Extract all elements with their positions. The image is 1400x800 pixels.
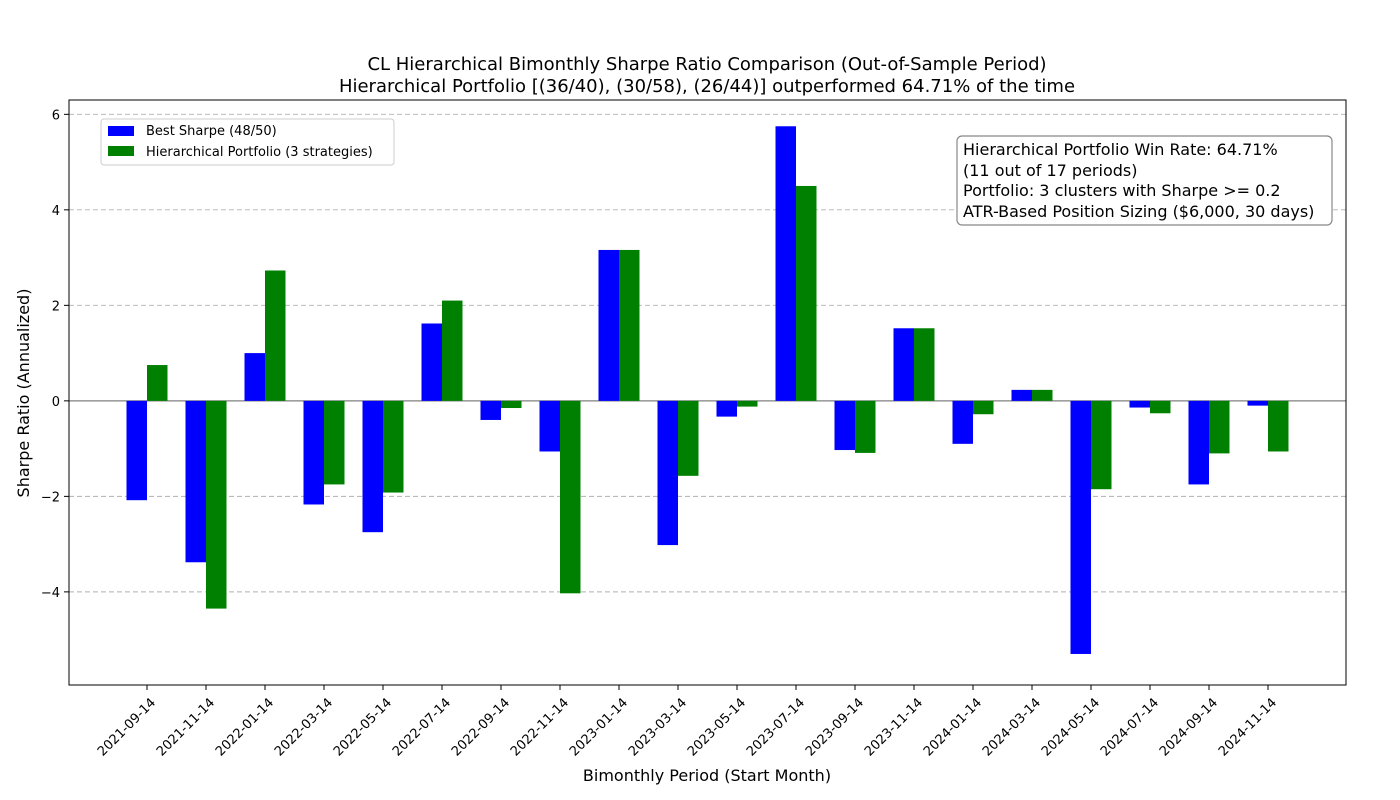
x-tick-label: 2024-11-14 [1216,695,1280,759]
bar-hierarchical-portfolio [1209,400,1230,454]
y-axis-label: Sharpe Ratio (Annualized) [14,289,33,498]
bar-best-sharpe [1247,400,1268,406]
annotation-line-win-rate: Hierarchical Portfolio Win Rate: 64.71% [963,140,1278,159]
annotation-frame [956,135,1333,226]
bar-hierarchical-portfolio [1150,400,1171,414]
bar-best-sharpe [1011,389,1032,401]
y-tick-label: 4 [52,204,60,219]
x-tick-label: 2023-01-14 [567,695,631,759]
x-tick-label: 2024-09-14 [1157,695,1221,759]
x-axis-label: Bimonthly Period (Start Month) [583,766,831,785]
bar-best-sharpe [421,323,442,401]
legend-box [100,118,395,166]
x-tick-label: 2023-09-14 [803,695,867,759]
y-tick-label: 0 [52,395,60,410]
annotation-line-position-sizing: ATR-Based Position Sizing ($6,000, 30 da… [963,202,1314,221]
bar-best-sharpe [952,400,973,444]
x-tick-label: 2022-03-14 [272,695,336,759]
bar-hierarchical-portfolio [855,400,876,453]
bar-best-sharpe [775,126,796,401]
y-tick-label: 6 [52,108,60,123]
bar-hierarchical-portfolio [501,400,522,409]
legend-label-best-sharpe: Best Sharpe (48/50) [146,124,277,139]
bar-hierarchical-portfolio [206,400,227,609]
chart-title: CL Hierarchical Bimonthly Sharpe Ratio C… [367,54,1046,75]
bar-best-sharpe [893,328,914,401]
bar-best-sharpe [244,353,265,401]
y-tick-label: 2 [52,299,60,314]
legend: Best Sharpe (48/50) Hierarchical Portfol… [100,118,395,166]
bar-hierarchical-portfolio [442,300,463,401]
y-axis-ticks: −4 −2 0 2 4 6 [41,108,69,601]
x-tick-label: 2023-11-14 [862,695,926,759]
bar-hierarchical-portfolio [265,270,286,401]
bar-hierarchical-portfolio [560,400,581,594]
x-tick-label: 2021-11-14 [154,695,218,759]
x-tick-label: 2022-01-14 [213,695,277,759]
bar-best-sharpe [657,400,678,546]
x-tick-label: 2022-11-14 [508,695,572,759]
x-tick-label: 2023-07-14 [744,695,808,759]
x-tick-label: 2024-03-14 [980,695,1044,759]
bar-best-sharpe [185,400,206,563]
bar-hierarchical-portfolio [147,365,168,401]
x-tick-label: 2023-05-14 [685,695,749,759]
bar-hierarchical-portfolio [1091,400,1112,490]
x-tick-label: 2022-05-14 [331,695,395,759]
bar-best-sharpe [1129,400,1150,408]
bars [126,126,1289,654]
x-tick-label: 2024-05-14 [1039,695,1103,759]
chart-subtitle: Hierarchical Portfolio [(36/40), (30/58)… [339,76,1075,97]
x-axis-ticks: 2021-09-142021-11-142022-01-142022-03-14… [95,685,1280,759]
y-tick-label: −2 [41,490,60,505]
bar-hierarchical-portfolio [383,400,404,493]
x-tick-label: 2022-07-14 [390,695,454,759]
bar-hierarchical-portfolio [796,185,817,401]
bar-best-sharpe [362,400,383,533]
annotation-box: Hierarchical Portfolio Win Rate: 64.71% … [956,135,1333,226]
bar-best-sharpe [598,249,619,401]
legend-swatch-best-sharpe [108,126,134,136]
x-tick-label: 2023-03-14 [626,695,690,759]
legend-swatch-hierarchical-portfolio [108,146,134,156]
x-tick-label: 2022-09-14 [449,695,513,759]
bar-best-sharpe [1188,400,1209,485]
bar-best-sharpe [303,400,324,505]
bar-hierarchical-portfolio [1032,389,1053,401]
bar-hierarchical-portfolio [914,328,935,401]
annotation-line-clusters: Portfolio: 3 clusters with Sharpe >= 0.2 [963,181,1281,200]
x-tick-label: 2024-07-14 [1098,695,1162,759]
bar-best-sharpe [834,400,855,451]
plot-area-frame [68,99,1347,686]
x-tick-label: 2021-09-14 [95,695,159,759]
bar-hierarchical-portfolio [1268,400,1289,452]
bar-hierarchical-portfolio [973,400,994,415]
bar-best-sharpe [716,400,737,417]
annotation-line-periods: (11 out of 17 periods) [963,161,1137,180]
bar-hierarchical-portfolio [324,400,345,485]
bar-best-sharpe [126,400,147,501]
bar-best-sharpe [480,400,501,420]
bar-hierarchical-portfolio [678,400,699,476]
bar-hierarchical-portfolio [737,400,758,407]
bar-hierarchical-portfolio [619,249,640,401]
bar-best-sharpe [1070,400,1091,654]
legend-label-hierarchical-portfolio: Hierarchical Portfolio (3 strategies) [146,145,373,160]
y-tick-label: −4 [41,586,60,601]
x-tick-label: 2024-01-14 [921,695,985,759]
bar-best-sharpe [539,400,560,452]
